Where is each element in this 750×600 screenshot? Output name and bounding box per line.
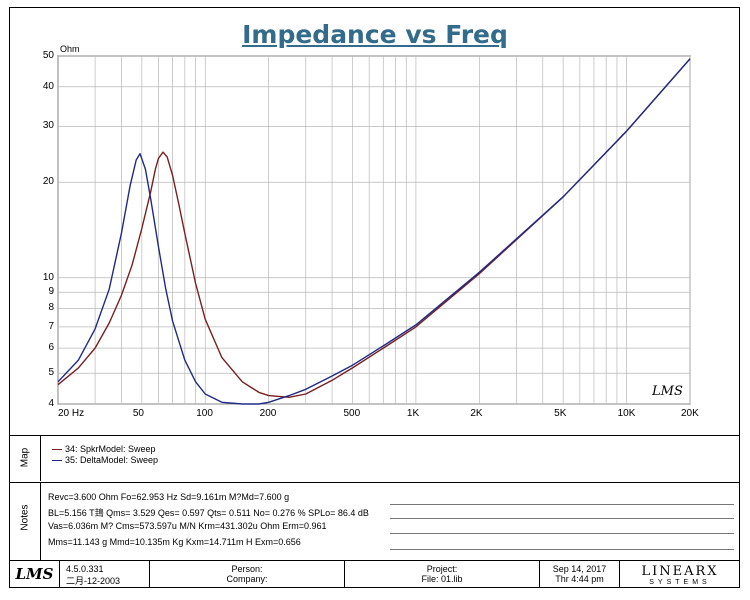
note-line-1: Revc=3.600 Ohm Fo=62.953 Hz Sd=9.161m M?… [48,491,734,505]
y-tick-label: 20 [42,176,54,188]
plot-area [57,55,691,405]
footer-date-cell: Sep 14, 2017 Thr 4:44 pm [540,561,620,588]
y-tick-label: 9 [48,286,54,298]
note-line-2: BL=5.156 T䳏 Qms= 3.529 Qes= 0.597 Qts= 0… [48,505,734,519]
note-text-1: Revc=3.600 Ohm Fo=62.953 Hz Sd=9.161m M?… [48,492,290,502]
x-tick-label: 20 Hz [58,408,85,419]
series-line-2 [57,58,691,405]
footer-version-cell: 4.5.0.331 二月-12-2003 [60,561,150,588]
x-tick-label: 20K [681,408,699,419]
series-line-1 [57,58,691,398]
y-tick-label: 30 [42,120,54,132]
chart-frame [9,7,740,588]
y-tick-label: 10 [42,271,54,283]
x-tick-label: 50 [132,408,144,419]
notes-side-divider [40,482,41,560]
footer-brand-cell: LINEARX SYSTEMS [620,561,740,588]
note-rule-1 [390,504,734,505]
y-tick-label: 40 [42,80,54,92]
footer-file: File: 01.lib [421,574,463,584]
chart-title: Impedance vs Freq [242,20,508,49]
legend-item-delta: 35: DeltaModel: Sweep [52,455,158,465]
footer-company: Company: [226,574,268,584]
note-line-3: Vas=6.036m M? Cms=573.597u M/N Krm=431.3… [48,520,734,534]
x-tick-label: 200 [259,408,277,419]
divider-notes-top [9,482,740,483]
legend-label-delta: 35: DeltaModel: Sweep [65,455,159,465]
footer-logo: LMS [10,561,60,588]
y-tick-label: 6 [48,342,54,354]
footer-person: Person: [231,564,263,574]
y-tick-label: 5 [48,367,54,379]
y-tick-label: 7 [48,320,54,332]
divider-map-top [9,435,740,436]
legend-swatch-delta [52,460,62,462]
y-tick-label: 50 [42,50,54,61]
y-tick-label: 4 [48,398,54,409]
note-rule-2 [390,518,734,519]
map-label: Map [19,447,31,468]
legend-item-spkr: 34: SpkrModel: Sweep [52,444,156,454]
y-axis-unit: Ohm [60,44,80,54]
notes-label: Notes [19,504,31,531]
note-rule-4 [390,549,734,550]
x-tick-label: 10K [617,408,636,419]
note-text-3: Vas=6.036m M? Cms=573.597u M/N Krm=431.3… [48,521,327,531]
x-tick-label: 100 [196,408,213,419]
legend-swatch-spkr [52,449,62,451]
x-tick-label: 1K [406,408,420,419]
x-tick-label: 500 [343,408,361,419]
footer-brand-sub: SYSTEMS [649,579,711,586]
note-line-4: Mms=11.143 g Mmd=10.135m Kg Kxm=14.711m … [48,536,734,550]
note-rule-3 [390,533,734,534]
footer-date-cn: 二月-12-2003 [66,576,121,586]
legend-label-spkr: 34: SpkrModel: Sweep [65,444,156,454]
footer-project: Project: [426,564,458,574]
footer-logo-text: LMS [15,565,54,583]
footer-date: Sep 14, 2017 [552,564,607,574]
curves [57,58,691,405]
map-side-divider [40,435,41,481]
footer-time: Thr 4:44 pm [555,574,604,584]
watermark-logo: LMS [651,384,683,399]
note-text-4: Mms=11.143 g Mmd=10.135m Kg Kxm=14.711m … [48,537,301,547]
footer-person-cell: Person: Company: [150,561,345,588]
footer-project-cell: Project: File: 01.lib [345,561,540,588]
footer-version: 4.5.0.331 [66,564,104,574]
divider-footer-top [9,560,740,561]
y-tick-label: 8 [48,302,54,314]
note-text-2: BL=5.156 T䳏 Qms= 3.529 Qes= 0.597 Qts= 0… [48,508,369,518]
footer-brand-main: LINEARX [641,564,719,579]
x-tick-label: 5K [554,408,567,419]
x-tick-label: 2K [470,408,483,419]
